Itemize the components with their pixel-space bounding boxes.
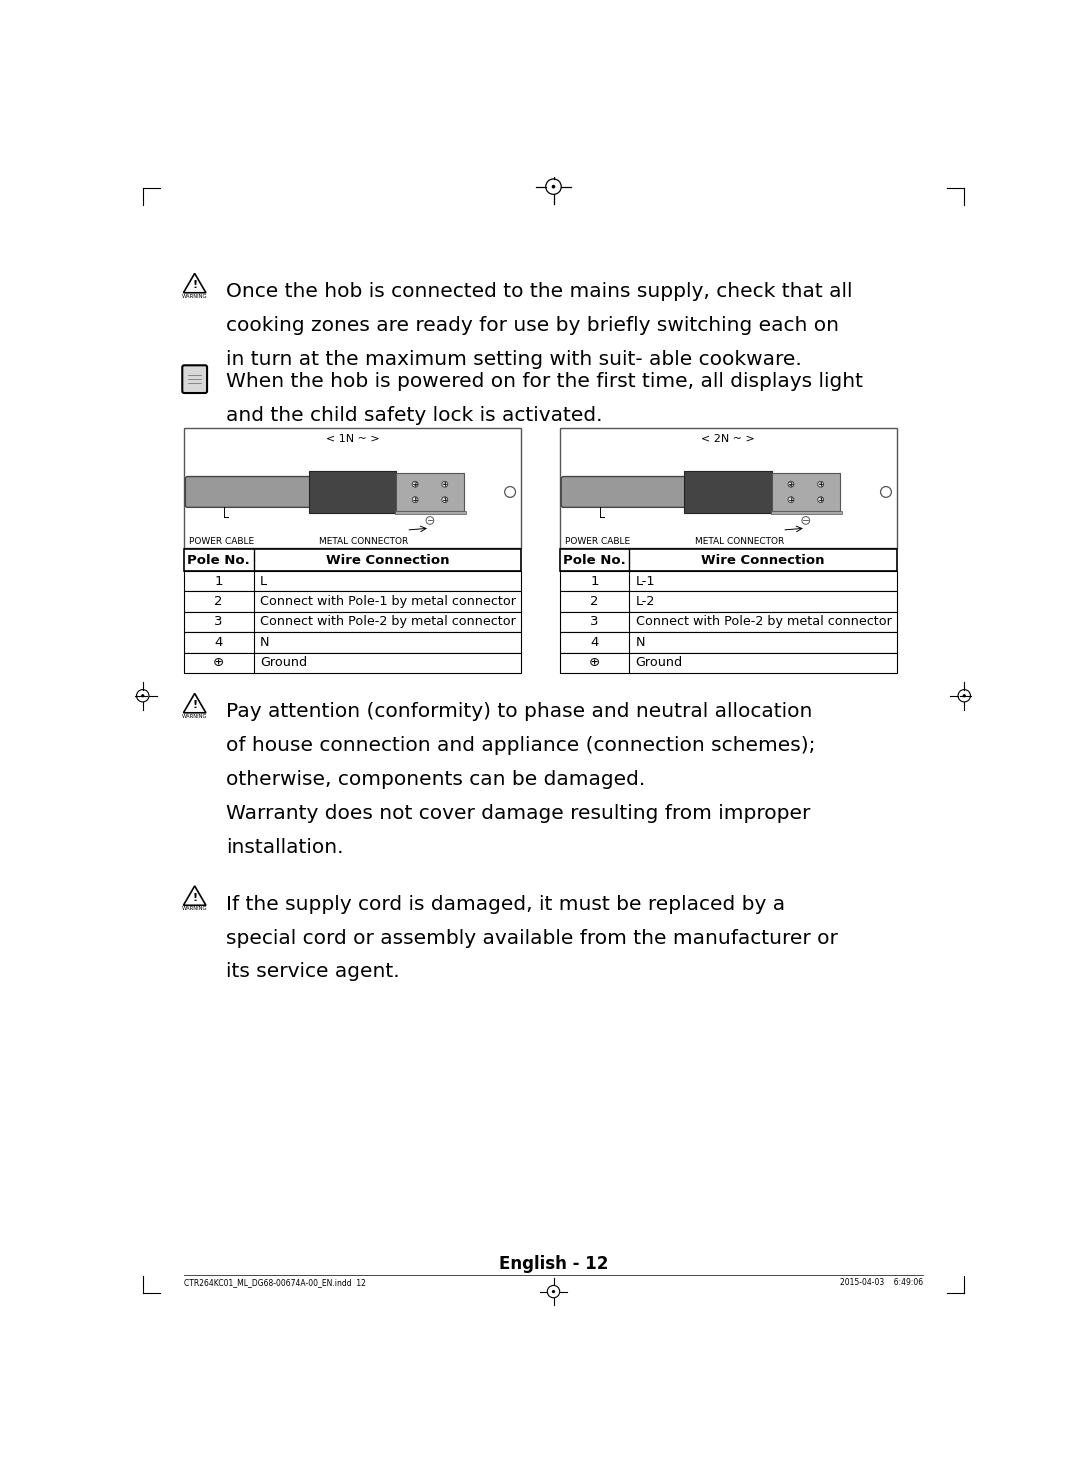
Circle shape	[413, 481, 418, 487]
Text: cooking zones are ready for use by briefly switching each on: cooking zones are ready for use by brief…	[227, 316, 839, 336]
Text: installation.: installation.	[227, 838, 343, 857]
Text: L-1: L-1	[636, 574, 656, 587]
Bar	[184, 612, 521, 631]
Text: POWER CABLE: POWER CABLE	[565, 537, 631, 546]
Text: 1: 1	[215, 574, 222, 587]
FancyBboxPatch shape	[562, 477, 701, 508]
FancyBboxPatch shape	[183, 365, 207, 393]
Circle shape	[788, 496, 794, 502]
Text: WARNING: WARNING	[181, 714, 207, 718]
Bar	[559, 571, 896, 592]
Text: METAL CONNECTOR: METAL CONNECTOR	[319, 537, 408, 546]
Text: in turn at the maximum setting with suit- able cookware.: in turn at the maximum setting with suit…	[227, 350, 802, 369]
Bar	[396, 473, 463, 511]
Text: Ground: Ground	[260, 657, 307, 670]
Bar	[184, 428, 521, 548]
Circle shape	[426, 517, 434, 524]
Bar	[559, 428, 896, 548]
Text: 2: 2	[789, 481, 793, 487]
Circle shape	[880, 487, 891, 498]
Text: Ground: Ground	[636, 657, 683, 670]
Text: WARNING: WARNING	[181, 907, 207, 911]
Text: English - 12: English - 12	[499, 1254, 608, 1273]
Text: !: !	[192, 892, 198, 902]
Text: Wire Connection: Wire Connection	[325, 553, 449, 567]
Text: 2: 2	[591, 595, 598, 608]
Text: < 2N ~ >: < 2N ~ >	[701, 434, 755, 445]
Circle shape	[504, 487, 515, 498]
Text: 4: 4	[591, 636, 598, 649]
Bar	[559, 652, 896, 673]
Text: METAL CONNECTOR: METAL CONNECTOR	[694, 537, 784, 546]
Circle shape	[818, 481, 824, 487]
Text: 1: 1	[591, 574, 598, 587]
Text: 1: 1	[789, 498, 793, 502]
Text: L: L	[260, 574, 267, 587]
Text: ⊕: ⊕	[589, 657, 600, 670]
Text: 2: 2	[215, 595, 222, 608]
Text: < 1N ~ >: < 1N ~ >	[325, 434, 379, 445]
Text: Connect with Pole-2 by metal connector: Connect with Pole-2 by metal connector	[260, 615, 515, 629]
Text: 3: 3	[215, 615, 222, 629]
Circle shape	[141, 695, 144, 696]
Text: Connect with Pole-2 by metal connector: Connect with Pole-2 by metal connector	[636, 615, 891, 629]
Circle shape	[442, 496, 448, 502]
Text: Pole No.: Pole No.	[563, 553, 626, 567]
Text: 4: 4	[819, 481, 823, 487]
Text: and the child safety lock is activated.: and the child safety lock is activated.	[227, 406, 603, 425]
Text: its service agent.: its service agent.	[227, 963, 400, 982]
Text: otherwise, components can be damaged.: otherwise, components can be damaged.	[227, 770, 646, 789]
Text: CTR264KC01_ML_DG68-00674A-00_EN.indd  12: CTR264KC01_ML_DG68-00674A-00_EN.indd 12	[184, 1278, 366, 1287]
Text: 2: 2	[413, 481, 417, 487]
Text: 3: 3	[819, 498, 823, 502]
Text: Wire Connection: Wire Connection	[701, 553, 825, 567]
Text: Warranty does not cover damage resulting from improper: Warranty does not cover damage resulting…	[227, 804, 811, 823]
Text: WARNING: WARNING	[181, 293, 207, 299]
Text: If the supply cord is damaged, it must be replaced by a: If the supply cord is damaged, it must b…	[227, 895, 785, 914]
Text: Once the hob is connected to the mains supply, check that all: Once the hob is connected to the mains s…	[227, 283, 853, 302]
FancyBboxPatch shape	[186, 477, 325, 508]
Bar	[559, 631, 896, 652]
Text: 2015-04-03    6:49:06: 2015-04-03 6:49:06	[840, 1278, 923, 1287]
Text: 1: 1	[414, 498, 417, 502]
Text: Pay attention (conformity) to phase and neutral allocation: Pay attention (conformity) to phase and …	[227, 702, 813, 721]
Text: !: !	[192, 280, 198, 290]
Text: N: N	[636, 636, 645, 649]
Circle shape	[552, 185, 555, 188]
Text: Pole No.: Pole No.	[187, 553, 251, 567]
Bar	[772, 473, 839, 511]
Text: When the hob is powered on for the first time, all displays light: When the hob is powered on for the first…	[227, 372, 863, 392]
Bar	[559, 549, 896, 571]
Bar	[184, 549, 521, 571]
Text: Connect with Pole-1 by metal connector: Connect with Pole-1 by metal connector	[260, 595, 516, 608]
Text: 4: 4	[215, 636, 222, 649]
Text: of house connection and appliance (connection schemes);: of house connection and appliance (conne…	[227, 736, 816, 755]
Circle shape	[802, 517, 810, 524]
Bar	[184, 592, 521, 612]
Circle shape	[442, 481, 448, 487]
Text: L-2: L-2	[636, 595, 656, 608]
Bar	[685, 471, 772, 514]
Text: 4: 4	[443, 481, 447, 487]
Text: ⊕: ⊕	[213, 657, 225, 670]
Bar	[309, 471, 396, 514]
Text: 3: 3	[443, 498, 447, 502]
Bar	[394, 511, 465, 514]
Text: N: N	[260, 636, 269, 649]
Circle shape	[788, 481, 794, 487]
Circle shape	[963, 695, 966, 696]
Bar	[770, 511, 841, 514]
Circle shape	[413, 496, 418, 502]
Bar	[184, 571, 521, 592]
Bar	[184, 631, 521, 652]
Text: !: !	[192, 701, 198, 711]
Bar	[184, 652, 521, 673]
Text: POWER CABLE: POWER CABLE	[189, 537, 255, 546]
Circle shape	[553, 1291, 554, 1292]
Text: special cord or assembly available from the manufacturer or: special cord or assembly available from …	[227, 929, 838, 948]
Bar	[559, 612, 896, 631]
Circle shape	[818, 496, 824, 502]
Bar	[559, 592, 896, 612]
Text: 3: 3	[591, 615, 598, 629]
